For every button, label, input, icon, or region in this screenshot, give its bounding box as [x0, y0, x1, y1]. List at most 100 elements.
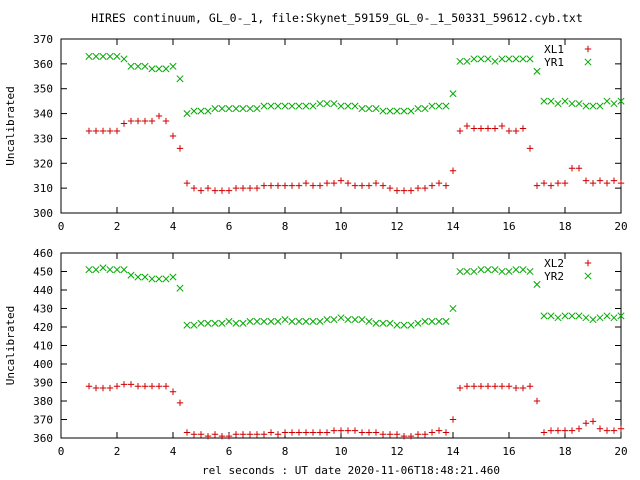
- data-point: [435, 427, 443, 434]
- data-point: [183, 179, 191, 187]
- data-point: [260, 102, 268, 110]
- data-point: [204, 319, 212, 327]
- y-tick-label: 450: [33, 266, 53, 279]
- data-point: [358, 182, 366, 189]
- data-point: [491, 125, 499, 132]
- data-point: [106, 266, 114, 274]
- data-point: [575, 100, 583, 108]
- data-point: [575, 425, 583, 432]
- data-point: [92, 266, 100, 274]
- data-point: [281, 316, 289, 324]
- data-point: [302, 429, 310, 436]
- data-point: [358, 105, 366, 113]
- data-point: [295, 102, 303, 110]
- data-point: [106, 127, 114, 135]
- data-point: [561, 97, 569, 105]
- data-point: [120, 266, 128, 274]
- data-point: [505, 267, 513, 276]
- x-tick-label: 20: [614, 445, 627, 458]
- plot-frame: [60, 252, 622, 439]
- data-point: [99, 264, 107, 272]
- data-point: [540, 179, 548, 187]
- data-point: [344, 316, 352, 324]
- data-point: [379, 431, 387, 438]
- data-point: [106, 52, 114, 60]
- data-point: [596, 314, 604, 322]
- data-point: [393, 321, 401, 329]
- data-point: [148, 117, 156, 125]
- data-point: [225, 105, 233, 113]
- y-tick-label: 440: [33, 284, 53, 297]
- x-axis-label: rel seconds : UT date 2020-11-06T18:48:2…: [202, 464, 500, 477]
- data-point: [505, 127, 513, 135]
- data-point: [155, 65, 163, 73]
- x-tick-label: 16: [502, 445, 515, 458]
- data-point: [596, 425, 604, 432]
- data-point: [421, 184, 429, 192]
- data-point: [428, 317, 436, 326]
- data-point: [582, 420, 590, 427]
- data-point: [253, 317, 261, 326]
- data-point: [99, 52, 107, 60]
- data-point: [491, 383, 499, 390]
- data-point: [253, 431, 261, 438]
- data-point: [407, 107, 415, 115]
- data-point: [617, 312, 625, 320]
- data-point: [309, 182, 317, 189]
- data-point: [169, 62, 177, 70]
- data-point: [421, 317, 429, 326]
- data-point: [463, 267, 471, 276]
- data-point: [491, 266, 499, 274]
- data-point: [330, 179, 338, 187]
- data-point: [141, 117, 149, 125]
- data-point: [148, 383, 156, 390]
- data-point: [393, 107, 401, 115]
- data-point: [232, 319, 240, 327]
- data-point: [365, 105, 373, 113]
- data-point: [589, 316, 597, 324]
- x-tick-label: 6: [226, 445, 233, 458]
- data-point: [414, 319, 422, 327]
- data-point: [442, 182, 450, 189]
- data-point: [162, 65, 170, 73]
- x-tick-label: 2: [114, 220, 121, 233]
- data-point: [400, 432, 408, 440]
- data-point: [561, 312, 569, 320]
- data-point: [141, 383, 149, 390]
- data-point: [407, 432, 415, 440]
- data-point: [435, 179, 443, 187]
- data-point: [204, 184, 212, 192]
- y-tick-label: 400: [33, 358, 53, 371]
- data-point: [365, 429, 373, 436]
- data-point: [484, 383, 492, 390]
- data-point: [379, 107, 387, 115]
- data-point: [302, 102, 310, 110]
- data-point: [610, 314, 618, 322]
- data-point: [337, 314, 345, 322]
- data-point: [540, 97, 548, 105]
- legend-marker: [584, 58, 592, 66]
- data-point: [386, 319, 394, 327]
- data-point: [288, 182, 296, 189]
- data-point: [575, 312, 583, 320]
- data-point: [603, 312, 611, 320]
- data-point: [253, 105, 261, 113]
- data-point: [484, 266, 492, 274]
- data-point: [456, 384, 464, 392]
- y-axis-label: Uncalibrated: [4, 86, 17, 165]
- data-point: [400, 321, 408, 329]
- data-point: [218, 187, 226, 194]
- data-point: [491, 57, 499, 65]
- data-point: [610, 427, 618, 434]
- data-point: [568, 427, 576, 434]
- data-point: [295, 317, 303, 326]
- data-point: [85, 383, 93, 390]
- data-point: [393, 431, 401, 438]
- y-tick-label: 360: [33, 432, 53, 445]
- data-point: [463, 383, 471, 390]
- data-point: [519, 125, 527, 132]
- data-point: [456, 127, 464, 135]
- y-tick-label: 430: [33, 303, 53, 316]
- x-tick-label: 18: [558, 220, 571, 233]
- legend-marker: [584, 259, 592, 267]
